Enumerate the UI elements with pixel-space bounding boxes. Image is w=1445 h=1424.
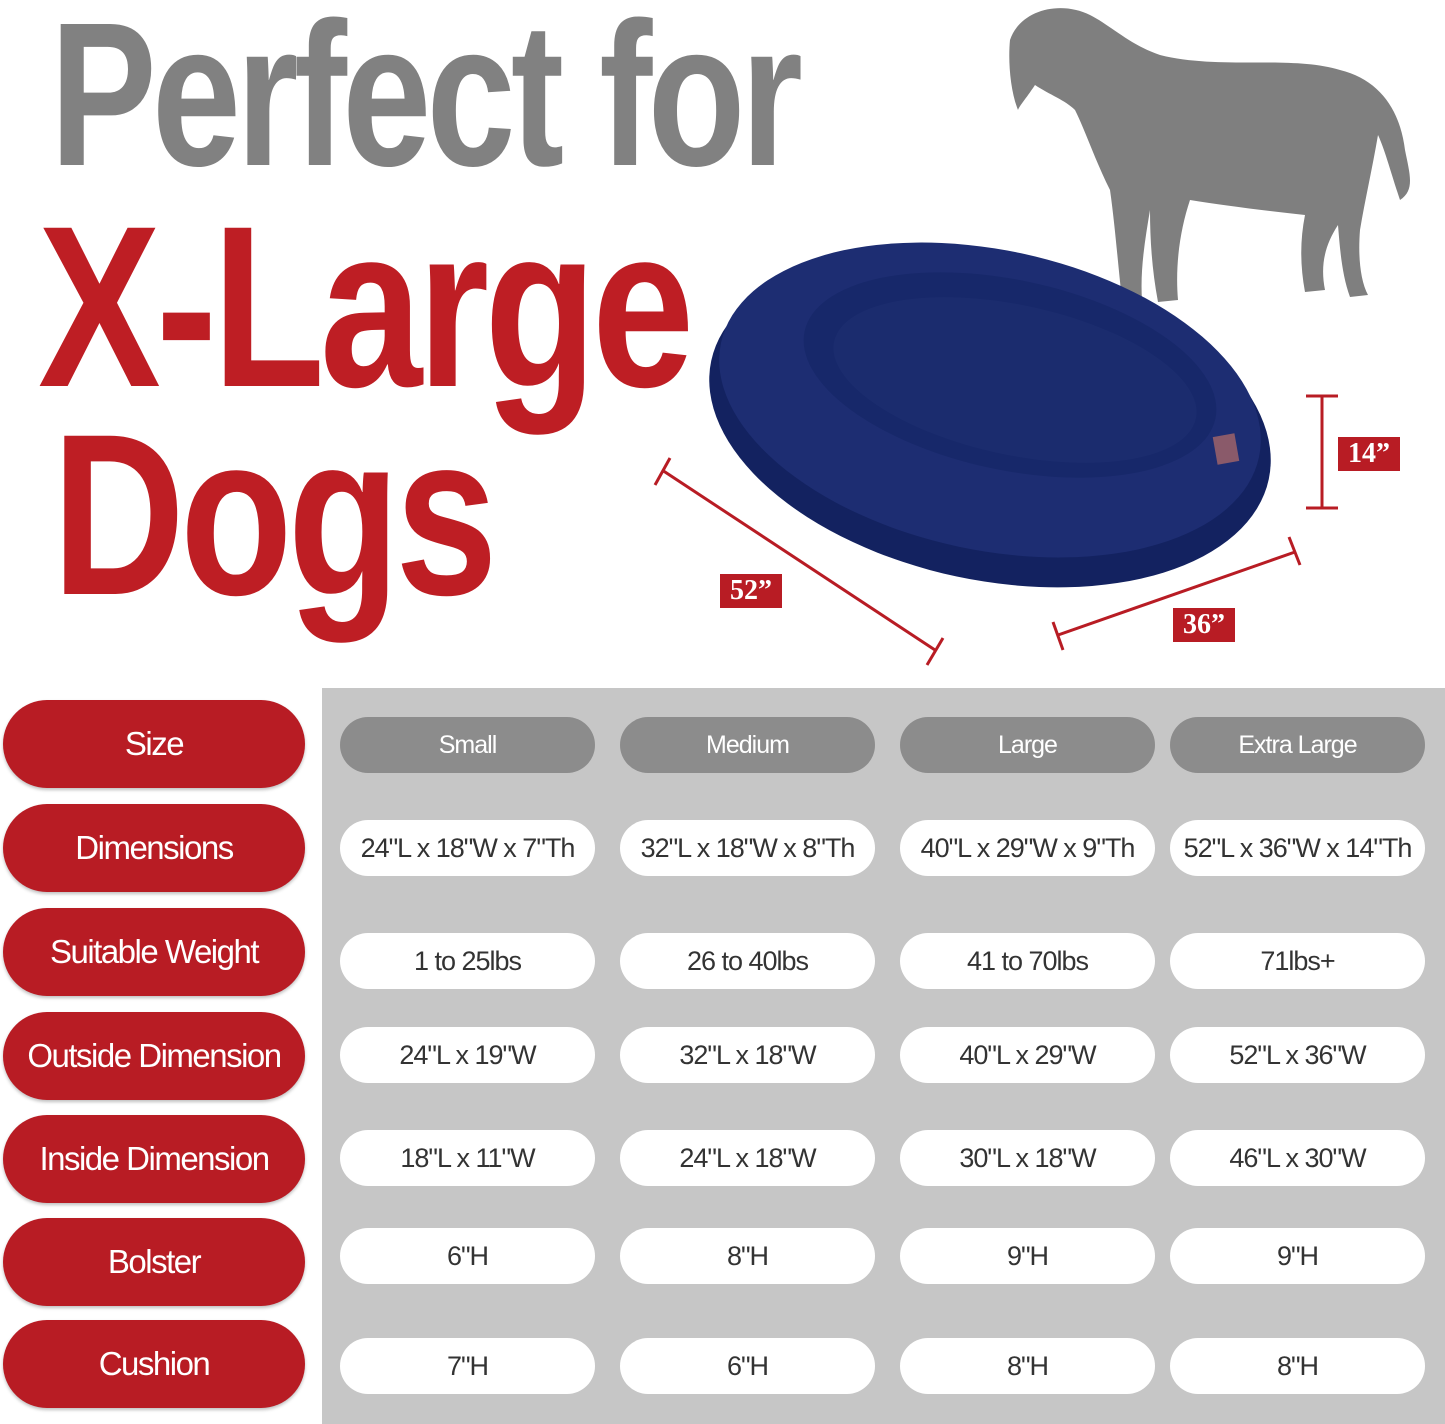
brand-tag-icon (1212, 433, 1240, 465)
column-header: Large (900, 717, 1155, 773)
headline-line-2: X-Large (38, 178, 694, 435)
table-cell: 30"L x 18"W (900, 1130, 1155, 1186)
table-cell: 71lbs+ (1170, 933, 1425, 989)
row-label: Cushion (3, 1320, 305, 1408)
length-label: 52” (720, 574, 782, 608)
table-cell: 8"H (900, 1338, 1155, 1394)
width-label: 36” (1173, 608, 1235, 642)
headline-line-1: Perfect for (50, 0, 803, 209)
table-cell: 18"L x 11"W (340, 1130, 595, 1186)
table-cell: 6"H (340, 1228, 595, 1284)
table-cell: 52"L x 36"W x 14"Th (1170, 820, 1425, 876)
dog-bed-icon (709, 242, 1271, 588)
table-cell: 41 to 70lbs (900, 933, 1155, 989)
dimension-lines (653, 394, 1338, 666)
height-label: 14” (1338, 437, 1400, 471)
product-illustration (653, 8, 1410, 666)
row-label: Outside Dimension (3, 1012, 305, 1100)
row-label: Inside Dimension (3, 1115, 305, 1203)
table-cell: 46"L x 30"W (1170, 1130, 1425, 1186)
column-header: Small (340, 717, 595, 773)
table-cell: 8"H (620, 1228, 875, 1284)
table-cell: 24"L x 18"W (620, 1130, 875, 1186)
table-cell: 7"H (340, 1338, 595, 1394)
table-cell: 6"H (620, 1338, 875, 1394)
table-cell: 24"L x 18"W x 7"Th (340, 820, 595, 876)
table-cell: 40"L x 29"W x 9"Th (900, 820, 1155, 876)
row-label: Bolster (3, 1218, 305, 1306)
table-cell: 32"L x 18"W x 8"Th (620, 820, 875, 876)
row-label: Suitable Weight (3, 908, 305, 996)
column-header: Extra Large (1170, 717, 1425, 773)
table-cell: 52"L x 36"W (1170, 1027, 1425, 1083)
table-cell: 26 to 40lbs (620, 933, 875, 989)
table-cell: 24"L x 19"W (340, 1027, 595, 1083)
table-cell: 9"H (900, 1228, 1155, 1284)
table-cell: 9"H (1170, 1228, 1425, 1284)
table-cell: 8"H (1170, 1338, 1425, 1394)
headline-line-3: Dogs (52, 386, 498, 643)
dog-silhouette-icon (1009, 8, 1410, 303)
row-label: Dimensions (3, 804, 305, 892)
table-cell: 40"L x 29"W (900, 1027, 1155, 1083)
column-header: Medium (620, 717, 875, 773)
table-cell: 32"L x 18"W (620, 1027, 875, 1083)
row-label: Size (3, 700, 305, 788)
table-cell: 1 to 25lbs (340, 933, 595, 989)
